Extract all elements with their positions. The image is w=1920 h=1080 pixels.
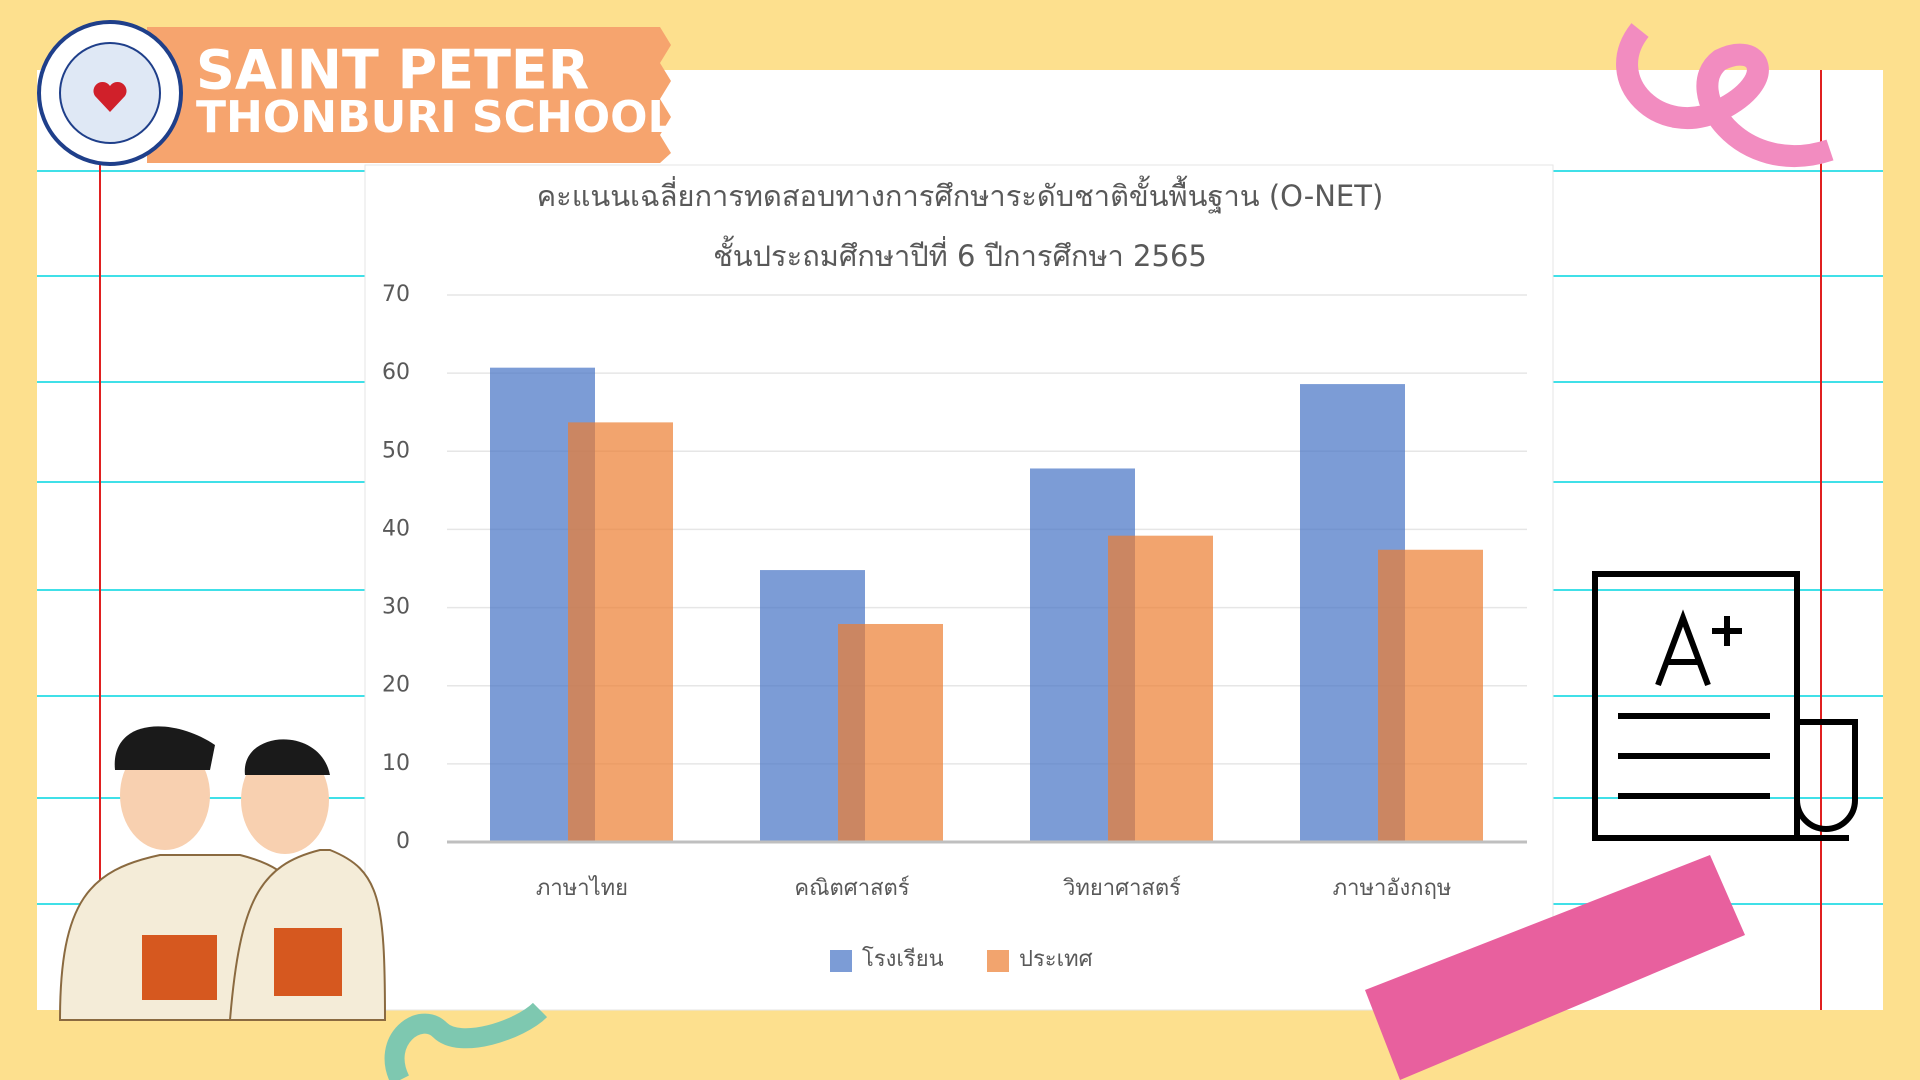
legend-swatch <box>830 950 852 972</box>
y-tick-label: 0 <box>396 829 410 854</box>
legend-label: โรงเรียน <box>862 946 944 972</box>
y-tick-label: 50 <box>382 438 410 463</box>
y-tick-label: 60 <box>382 360 410 385</box>
bar <box>1108 535 1213 842</box>
text-lines <box>1618 713 1770 799</box>
paper-curl <box>1794 719 1858 832</box>
ribbon <box>384 1002 548 1080</box>
x-tick-label: วิทยาศาสตร์ <box>1062 876 1181 901</box>
school-name: SAINT PETER <box>196 39 589 102</box>
a-plus <box>1655 609 1742 687</box>
y-tick-label: 70 <box>382 282 410 307</box>
logo-heart <box>93 81 127 112</box>
legend-label: ประเทศ <box>1019 947 1093 972</box>
x-tick-label: ภาษาอังกฤษ <box>1333 876 1452 901</box>
student-hair <box>244 739 330 775</box>
paper-icon <box>1592 571 1849 841</box>
banner <box>147 27 671 163</box>
y-tick-label: 10 <box>382 751 410 776</box>
y-tick-label: 40 <box>382 516 410 541</box>
bar <box>568 422 673 842</box>
book <box>274 928 342 996</box>
ribbon <box>1616 23 1834 167</box>
bar <box>1378 549 1483 842</box>
y-tick-label: 20 <box>382 673 410 698</box>
student-hair <box>114 726 215 770</box>
chart-title: คะแนนเฉลี่ยการทดสอบทางการศึกษาระดับชาติข… <box>537 175 1384 214</box>
tape <box>1365 855 1745 1080</box>
legend-swatch <box>987 950 1009 972</box>
book <box>142 935 217 1000</box>
y-tick-label: 30 <box>382 595 410 620</box>
chart-subtitle: ชั้นประถมศึกษาปีที่ 6 ปีการศึกษา 2565 <box>713 235 1207 273</box>
grade-icon <box>1592 571 1858 841</box>
x-tick-label: ภาษาไทย <box>536 875 628 901</box>
x-tick-label: คณิตศาสตร์ <box>794 876 909 901</box>
bar <box>838 623 943 842</box>
school-name: THONBURI SCHOOL <box>196 92 676 143</box>
students <box>58 726 387 1021</box>
